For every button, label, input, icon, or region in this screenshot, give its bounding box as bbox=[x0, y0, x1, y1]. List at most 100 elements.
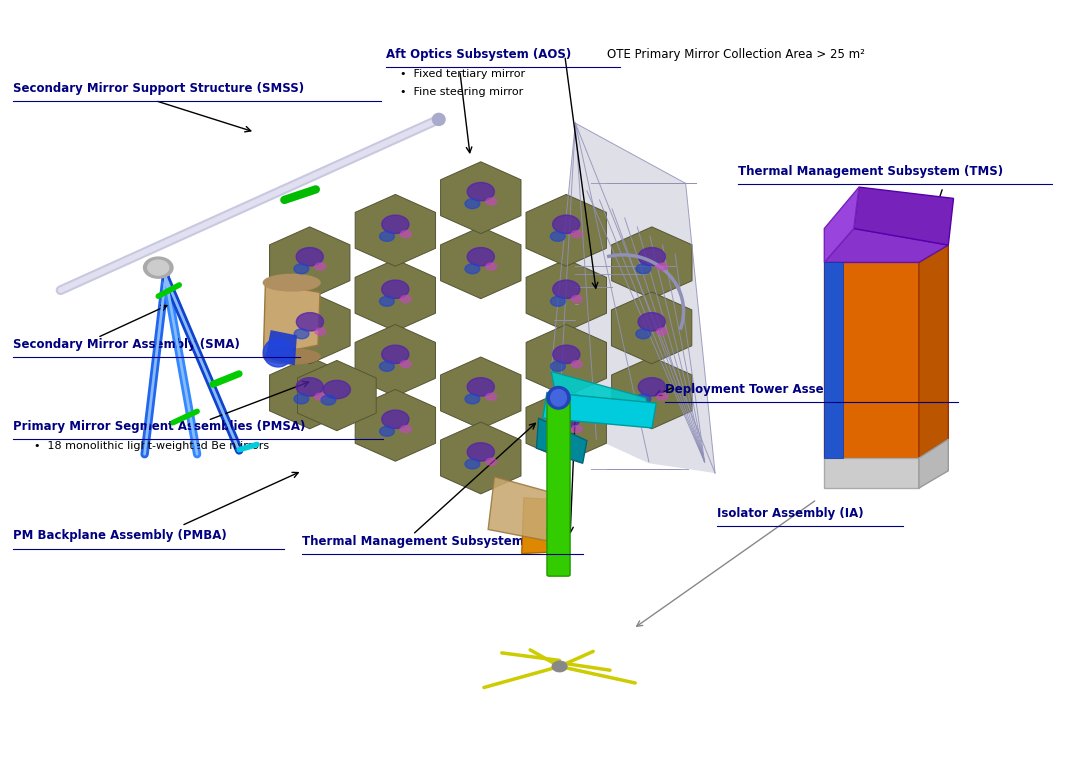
Ellipse shape bbox=[636, 329, 651, 339]
Polygon shape bbox=[612, 227, 693, 299]
Ellipse shape bbox=[636, 264, 651, 274]
Ellipse shape bbox=[571, 230, 582, 238]
Polygon shape bbox=[526, 390, 607, 461]
Ellipse shape bbox=[657, 328, 668, 335]
Ellipse shape bbox=[467, 443, 494, 461]
Polygon shape bbox=[526, 259, 607, 331]
Polygon shape bbox=[355, 390, 435, 461]
Ellipse shape bbox=[657, 263, 668, 270]
Ellipse shape bbox=[486, 393, 496, 400]
Ellipse shape bbox=[315, 263, 326, 270]
Polygon shape bbox=[522, 498, 551, 553]
Polygon shape bbox=[824, 228, 949, 262]
Polygon shape bbox=[298, 360, 376, 431]
Ellipse shape bbox=[571, 296, 582, 302]
Ellipse shape bbox=[264, 349, 321, 364]
Ellipse shape bbox=[382, 410, 408, 428]
Polygon shape bbox=[824, 262, 919, 458]
Ellipse shape bbox=[553, 410, 580, 428]
Ellipse shape bbox=[401, 230, 412, 238]
Ellipse shape bbox=[465, 394, 480, 404]
Ellipse shape bbox=[465, 199, 480, 208]
Ellipse shape bbox=[264, 274, 321, 291]
Text: PM Backplane Assembly (PMBA): PM Backplane Assembly (PMBA) bbox=[13, 530, 227, 543]
Ellipse shape bbox=[296, 248, 324, 266]
Ellipse shape bbox=[467, 183, 494, 201]
Ellipse shape bbox=[467, 377, 494, 396]
Ellipse shape bbox=[657, 393, 668, 400]
Text: Thermal Management Subsystem: Thermal Management Subsystem bbox=[302, 534, 524, 548]
Text: Secondary Mirror Support Structure (SMSS): Secondary Mirror Support Structure (SMSS… bbox=[13, 82, 304, 95]
Ellipse shape bbox=[638, 312, 666, 331]
Ellipse shape bbox=[324, 381, 351, 399]
Polygon shape bbox=[824, 187, 859, 262]
Polygon shape bbox=[551, 123, 715, 473]
Polygon shape bbox=[355, 259, 435, 331]
Ellipse shape bbox=[401, 425, 412, 433]
Ellipse shape bbox=[553, 215, 580, 233]
Ellipse shape bbox=[547, 387, 570, 409]
Ellipse shape bbox=[400, 296, 412, 302]
Text: Primary Mirror Segment Assemblies (PMSA): Primary Mirror Segment Assemblies (PMSA) bbox=[13, 421, 306, 434]
Ellipse shape bbox=[379, 296, 394, 306]
Ellipse shape bbox=[551, 296, 565, 306]
Polygon shape bbox=[269, 357, 349, 429]
Ellipse shape bbox=[144, 257, 173, 278]
Polygon shape bbox=[611, 292, 691, 364]
Polygon shape bbox=[551, 371, 652, 424]
Polygon shape bbox=[488, 477, 549, 540]
Ellipse shape bbox=[315, 328, 326, 335]
Polygon shape bbox=[919, 245, 949, 458]
Polygon shape bbox=[441, 422, 521, 494]
Polygon shape bbox=[269, 227, 349, 299]
Ellipse shape bbox=[553, 280, 580, 299]
Ellipse shape bbox=[400, 361, 412, 368]
Polygon shape bbox=[264, 283, 321, 356]
Polygon shape bbox=[542, 393, 656, 428]
Ellipse shape bbox=[550, 231, 565, 241]
Ellipse shape bbox=[467, 248, 494, 266]
Text: •  Fixed tertiary mirror: • Fixed tertiary mirror bbox=[400, 69, 525, 79]
Text: OTE Primary Mirror Collection Area > 25 m²: OTE Primary Mirror Collection Area > 25 … bbox=[607, 48, 865, 61]
Ellipse shape bbox=[294, 264, 309, 274]
Ellipse shape bbox=[264, 338, 293, 367]
Polygon shape bbox=[536, 418, 586, 463]
Ellipse shape bbox=[636, 394, 651, 404]
Ellipse shape bbox=[382, 215, 408, 233]
Ellipse shape bbox=[465, 264, 480, 274]
Polygon shape bbox=[441, 227, 521, 299]
Text: Thermal Management Subsystem (TMS): Thermal Management Subsystem (TMS) bbox=[739, 164, 1003, 177]
Polygon shape bbox=[441, 161, 521, 233]
Ellipse shape bbox=[148, 260, 168, 275]
Polygon shape bbox=[526, 195, 607, 266]
Polygon shape bbox=[824, 458, 919, 488]
Text: Aft Optics Subsystem (AOS): Aft Optics Subsystem (AOS) bbox=[386, 48, 571, 61]
Polygon shape bbox=[266, 330, 297, 365]
Polygon shape bbox=[355, 324, 435, 396]
Ellipse shape bbox=[638, 248, 666, 266]
Ellipse shape bbox=[551, 362, 565, 371]
Ellipse shape bbox=[486, 458, 496, 465]
Ellipse shape bbox=[294, 329, 309, 339]
Polygon shape bbox=[441, 357, 521, 429]
Ellipse shape bbox=[550, 427, 565, 437]
Ellipse shape bbox=[571, 425, 582, 433]
Polygon shape bbox=[270, 292, 351, 364]
Text: Deployment Tower Assembly (DTA): Deployment Tower Assembly (DTA) bbox=[665, 383, 896, 396]
Polygon shape bbox=[355, 195, 435, 266]
Polygon shape bbox=[853, 187, 953, 245]
Ellipse shape bbox=[379, 362, 394, 371]
Ellipse shape bbox=[551, 390, 566, 406]
Text: Secondary Mirror Assembly (SMA): Secondary Mirror Assembly (SMA) bbox=[13, 337, 240, 351]
Ellipse shape bbox=[465, 459, 480, 469]
Ellipse shape bbox=[552, 661, 567, 672]
Polygon shape bbox=[612, 357, 693, 429]
Ellipse shape bbox=[379, 231, 394, 241]
Ellipse shape bbox=[379, 427, 394, 437]
Ellipse shape bbox=[571, 361, 582, 368]
Ellipse shape bbox=[486, 198, 496, 205]
FancyBboxPatch shape bbox=[547, 396, 570, 576]
Ellipse shape bbox=[382, 280, 408, 299]
Text: Isolator Assembly (IA): Isolator Assembly (IA) bbox=[717, 507, 864, 520]
Ellipse shape bbox=[321, 395, 336, 405]
